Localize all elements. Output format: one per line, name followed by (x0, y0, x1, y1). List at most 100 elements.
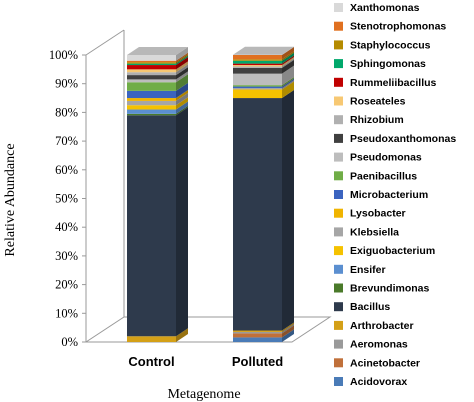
legend-label: Stenotrophomonas (350, 21, 446, 33)
bar-segment-side (282, 59, 294, 74)
bar-segment (127, 100, 176, 106)
legend-swatch (334, 96, 343, 106)
bar-segment (233, 333, 282, 338)
legend-label: Rummeliibacillus (350, 77, 437, 89)
bar-segment (127, 82, 176, 91)
legend-swatch (334, 115, 343, 125)
y-tick-label: 50% (55, 192, 78, 206)
legend-swatch (334, 377, 343, 386)
bar-segment (233, 331, 282, 334)
bar-top-face (233, 46, 294, 55)
bar-segment (233, 337, 282, 342)
bar-segment (233, 73, 282, 86)
y-tick-label: 30% (55, 249, 78, 263)
legend-item: Rummeliibacillus (334, 77, 437, 89)
legend-label: Pseudomonas (350, 152, 422, 164)
legend-label: Pseudoxanthomonas (350, 133, 456, 145)
bar-segment-side (176, 57, 188, 70)
bar-segment-side (176, 82, 188, 99)
y-tick-label: 60% (55, 163, 78, 177)
y-tick-label: 20% (55, 278, 78, 292)
legend-item: Exiguobacterium (334, 245, 435, 257)
legend-swatch (334, 77, 343, 87)
bar-segment (127, 336, 176, 342)
legend-swatch (334, 3, 343, 12)
legend-item: Klebsiella (334, 226, 399, 238)
bar-segment (127, 72, 176, 76)
legend-label: Ensifer (350, 264, 386, 276)
legend-swatch (334, 59, 343, 69)
bar-segment (127, 60, 176, 63)
bar-segment (127, 105, 176, 110)
legend-label: Arthrobacter (350, 320, 414, 332)
legend-label: Exiguobacterium (350, 245, 435, 257)
bar-segment-side (176, 67, 188, 80)
bar-segment (127, 113, 176, 116)
legend-item: Stenotrophomonas (334, 21, 446, 33)
x-tick-label: Control (128, 354, 174, 369)
bar-segment-side (176, 47, 188, 61)
legend-item: Bacillus (334, 301, 390, 313)
bar-segment-side (176, 92, 188, 106)
bar-segment-side (176, 90, 188, 101)
legend-item: Acinetobacter (334, 357, 420, 369)
legend-swatch (334, 21, 343, 31)
bar-segment-side (282, 65, 294, 86)
legend-item: Xanthomonas (334, 2, 420, 14)
bar-segment (233, 85, 282, 87)
bar-segment-side (282, 57, 294, 67)
legend-item: Sphingomonas (334, 58, 426, 70)
legend-swatch (334, 339, 343, 349)
legend-label: Paenibacillus (350, 170, 417, 182)
bar-segment-side (176, 107, 188, 337)
legend-label: Rhizobium (350, 114, 404, 126)
y-tick-label: 80% (55, 105, 78, 119)
bar-segment-side (176, 54, 188, 64)
bar-segment-side (176, 52, 188, 63)
bar-segment-side (176, 101, 188, 114)
bar-segment-side (282, 78, 294, 89)
bar-segment-side (282, 77, 294, 87)
bar-segment-side (176, 74, 188, 91)
legend-item: Paenibacillus (334, 170, 417, 182)
legend-label: Aeromonas (350, 339, 408, 351)
bar-segment (233, 89, 282, 99)
y-tick-label: 70% (55, 134, 78, 148)
bar-segment (233, 88, 282, 90)
legend-item: Pseudomonas (334, 152, 422, 164)
legend-item: Rhizobium (334, 114, 404, 126)
bar-segment (233, 65, 282, 67)
bar-segment (233, 60, 282, 64)
legend-label: Acidovorax (350, 376, 407, 388)
legend-label: Xanthomonas (350, 2, 420, 14)
y-tick-label: 40% (55, 220, 78, 234)
bar-segment-side (282, 51, 294, 61)
bar-segment-side (282, 52, 294, 64)
legend-swatch (334, 302, 343, 312)
legend-swatch (334, 40, 343, 50)
legend-swatch (334, 208, 343, 218)
legend-label: Roseateles (350, 96, 406, 108)
x-axis-title: Metagenome (167, 387, 240, 402)
legend-swatch (334, 264, 343, 274)
bar-top-face (127, 47, 188, 55)
y-axis-title: Relative Abundance (3, 143, 18, 256)
bar-segment (127, 69, 176, 73)
legend-label: Bacillus (350, 301, 390, 313)
bar-segment (127, 62, 176, 64)
legend-label: Klebsiella (350, 226, 399, 238)
legend-swatch (334, 190, 343, 199)
y-tick-label: 90% (55, 77, 78, 91)
legend-item: Staphylococcus (334, 39, 431, 51)
legend-swatch (334, 152, 343, 162)
legend-swatch (334, 320, 343, 330)
bar-segment-side (282, 322, 294, 332)
bar-segment (127, 98, 176, 101)
bar-segment-side (282, 81, 294, 99)
bar-segment-side (176, 55, 188, 66)
chart-floor (84, 316, 332, 343)
bar-segment (127, 90, 176, 99)
bar-segment-side (176, 328, 188, 342)
legend-item: Aeromonas (334, 339, 408, 351)
